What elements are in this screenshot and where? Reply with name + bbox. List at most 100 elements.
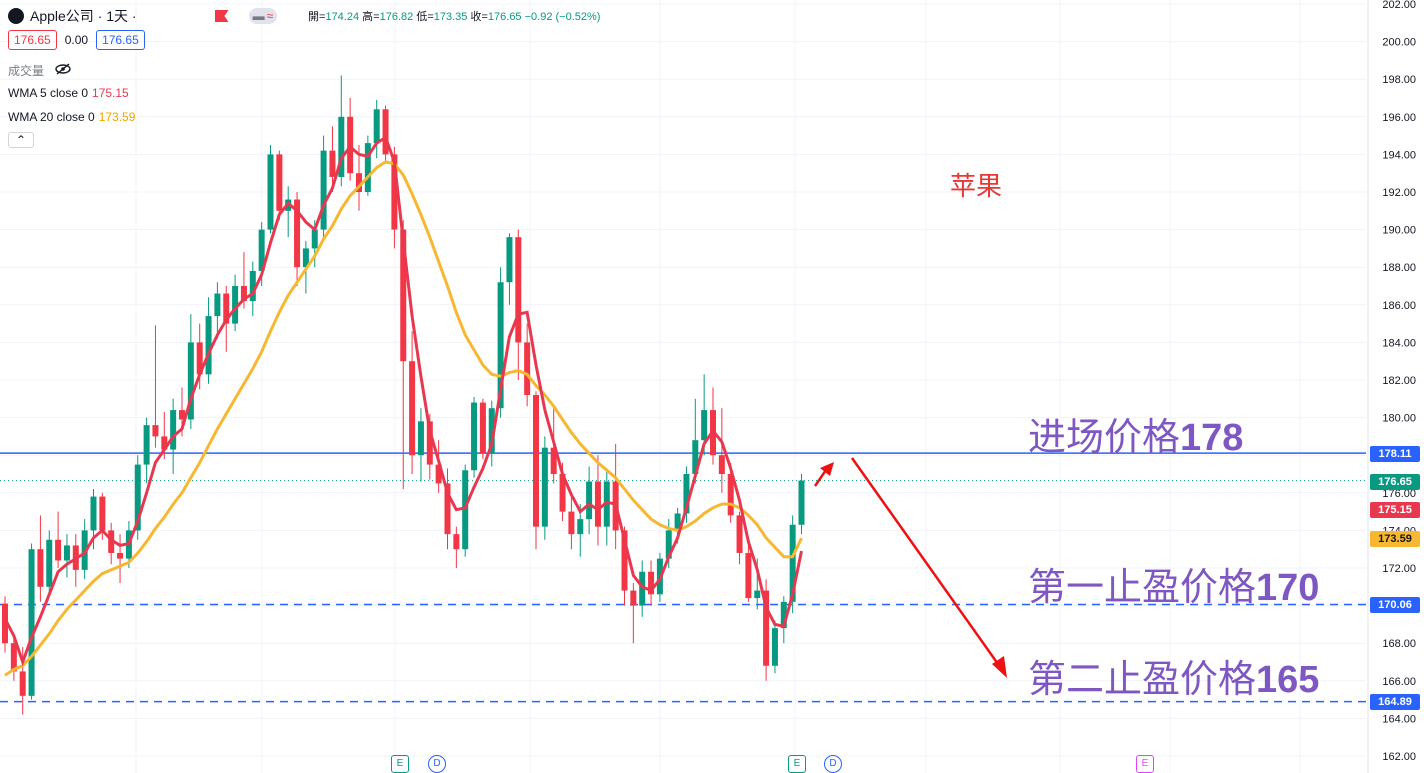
candle-body: [356, 173, 362, 192]
candle-body: [276, 154, 283, 211]
candle-body: [417, 421, 424, 456]
volume-legend[interactable]: 成交量: [8, 62, 72, 79]
wma5-price-tag: 175.15: [1370, 502, 1420, 518]
y-tick-label: 166.00: [1382, 676, 1416, 688]
candle-body: [426, 421, 433, 465]
apple-logo-icon: [8, 8, 24, 24]
candle-body: [2, 603, 8, 644]
ohlc-readout: 開=174.24 高=176.82 低=173.35 收=176.65 −0.9…: [308, 11, 601, 23]
candle-body: [55, 539, 62, 561]
candle-body: [789, 524, 796, 602]
earnings-badge[interactable]: E: [788, 755, 806, 773]
candle-body: [28, 549, 35, 696]
candle-body: [479, 402, 486, 454]
y-tick-label: 172.00: [1382, 563, 1416, 575]
close-value: 176.65: [487, 11, 522, 23]
candle-body: [630, 590, 637, 606]
candle-body: [63, 545, 70, 561]
low-value: 173.35: [433, 11, 468, 23]
candle-body: [409, 361, 416, 456]
price-axis[interactable]: 162.00164.00166.00168.00170.00172.00174.…: [1367, 0, 1416, 773]
high-value: 176.82: [379, 11, 414, 23]
candle-body: [568, 511, 575, 535]
y-tick-label: 188.00: [1382, 262, 1416, 274]
eye-hidden-icon[interactable]: [54, 63, 72, 78]
tp1-annotation: 第一止盈价格170: [1028, 567, 1320, 609]
candle-body: [161, 436, 168, 450]
spread-value: 0.00: [64, 33, 89, 47]
indicator-toggle[interactable]: ▬ ≈: [248, 8, 278, 24]
y-tick-label: 194.00: [1382, 149, 1416, 161]
last-price-tag: 176.65: [1370, 474, 1420, 490]
candle-body: [471, 402, 478, 471]
candle-body: [249, 270, 256, 302]
candle-body: [577, 519, 584, 535]
bid-button[interactable]: 176.65: [8, 30, 57, 50]
wma20-legend[interactable]: WMA 20 close 0 173.59: [8, 110, 135, 124]
candle-body: [302, 248, 309, 268]
candle-body: [311, 229, 318, 249]
candle-body: [338, 116, 345, 177]
candle-body: [533, 395, 539, 527]
candle-body: [214, 293, 221, 317]
target-arrow-head: [992, 656, 1007, 678]
candle-body: [550, 447, 557, 474]
candle-body: [258, 229, 265, 271]
candle-body: [683, 474, 690, 514]
candle-body: [754, 590, 761, 599]
candle-body: [541, 447, 548, 527]
dividend-badge[interactable]: D: [428, 755, 446, 773]
y-tick-label: 162.00: [1382, 751, 1416, 763]
legend-collapse-button[interactable]: ⌃: [8, 132, 35, 148]
flag-icon[interactable]: [214, 10, 229, 22]
y-tick-label: 192.00: [1382, 187, 1416, 199]
candle-body: [718, 455, 725, 474]
ask-button[interactable]: 176.65: [96, 30, 145, 50]
candle-body: [99, 496, 106, 531]
candle-body: [10, 643, 17, 672]
volume-label: 成交量: [8, 64, 45, 78]
candle-body: [143, 425, 150, 465]
entry-price-tag: 178.11: [1370, 446, 1420, 462]
earnings-badge[interactable]: E: [391, 755, 409, 773]
candle-body: [320, 150, 327, 230]
candle-body: [152, 425, 159, 437]
symbol-header[interactable]: Apple公司 · 1天 · ▬ ≈: [8, 6, 278, 26]
entry-arrow-shaft: [813, 469, 828, 487]
candle-body: [46, 539, 53, 587]
candle-body: [497, 282, 504, 409]
change-value: −0.92 (−0.52%): [524, 11, 601, 23]
target-arrow-shaft: [850, 457, 1000, 665]
tp2-annotation: 第二止盈价格165: [1028, 659, 1320, 701]
y-tick-label: 168.00: [1382, 638, 1416, 650]
candle-body: [90, 496, 97, 531]
y-tick-label: 184.00: [1382, 337, 1416, 349]
upcoming-earnings-badge[interactable]: E: [1136, 755, 1154, 773]
price-levels: [0, 452, 1366, 703]
y-tick-label: 180.00: [1382, 413, 1416, 425]
candle-body: [400, 229, 407, 362]
candle-body: [444, 483, 451, 535]
wma20-value: 173.59: [98, 110, 136, 124]
dividend-badge[interactable]: D: [824, 755, 842, 773]
candle-body: [329, 150, 336, 177]
candle-body: [692, 440, 699, 474]
candle-body: [364, 143, 371, 192]
candle-body: [179, 410, 185, 420]
candle-body: [117, 552, 124, 559]
bid-ask-row: 176.65 0.00 176.65: [8, 30, 145, 50]
candle-body: [674, 513, 681, 531]
candle-body: [435, 464, 442, 484]
candle-body: [19, 671, 26, 696]
candle-body: [37, 549, 44, 587]
candle-body: [373, 109, 380, 144]
candle-body: [196, 342, 203, 375]
y-tick-label: 196.00: [1382, 112, 1416, 124]
chart-title-annotation: 苹果: [950, 171, 1003, 201]
candle-body: [267, 154, 274, 230]
candle-body: [745, 552, 752, 599]
tp1-price-tag: 170.06: [1370, 597, 1420, 613]
wma5-label: WMA 5 close 0: [8, 86, 89, 100]
wma5-legend[interactable]: WMA 5 close 0 175.15: [8, 86, 129, 100]
